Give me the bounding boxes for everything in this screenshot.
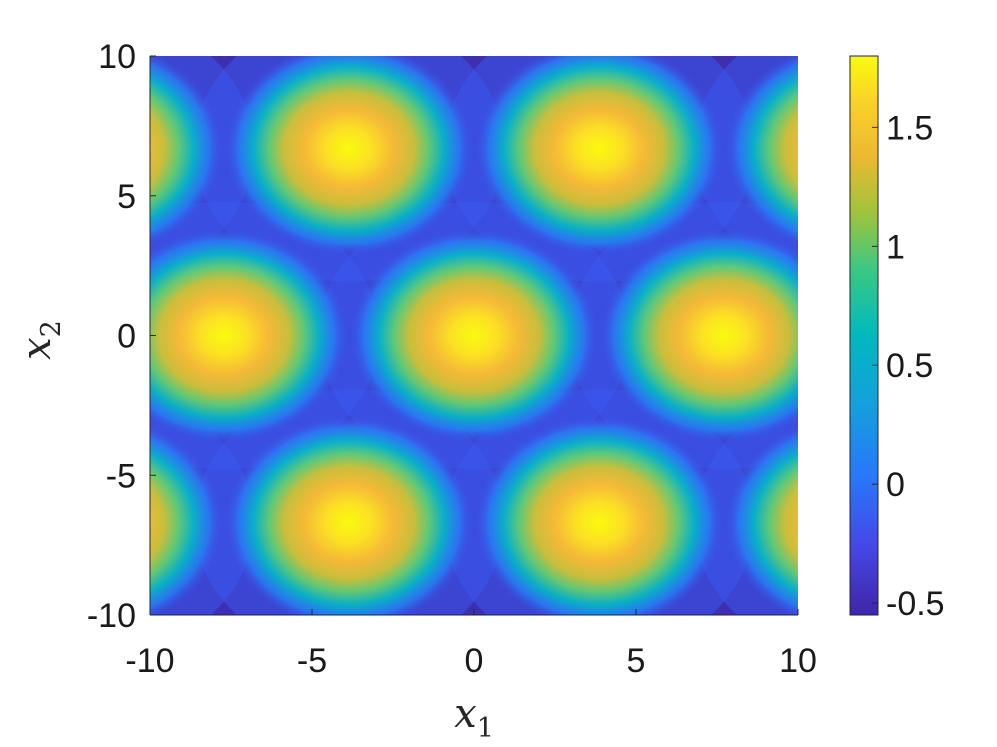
y-tick-label: 10	[98, 38, 136, 76]
heatmap-peak	[599, 227, 798, 444]
y-tick-label: 5	[117, 178, 136, 216]
y-tick-label: 0	[117, 318, 136, 356]
colorbar-tick-label: 1	[886, 228, 905, 266]
y-tick-label: -10	[87, 597, 136, 635]
colorbar-tick-label: -0.5	[886, 585, 945, 623]
colorbar-tick-label: 0.5	[886, 347, 933, 385]
heatmap-peak	[724, 56, 798, 247]
y-tick-label: -5	[106, 457, 136, 495]
heatmap-peak	[223, 56, 474, 257]
y-axis-label: x2	[14, 320, 67, 360]
x-tick-label: 5	[627, 642, 646, 680]
heatmap-peak	[223, 414, 474, 615]
heatmap-peak	[150, 227, 349, 444]
colorbar-tick-label: 1.5	[886, 109, 933, 147]
x-tick-label: 10	[779, 642, 817, 680]
heatmap-peak	[474, 414, 725, 615]
heatmap-plot-area	[150, 56, 798, 615]
x-tick-label: -10	[125, 642, 174, 680]
heatmap-peak	[348, 227, 600, 444]
colorbar-tick-label: 0	[886, 466, 905, 504]
heatmap-peak	[150, 56, 224, 247]
x-tick-label: -5	[297, 642, 327, 680]
heatmap-peak	[150, 424, 224, 615]
x-axis-label: x1	[454, 691, 494, 744]
colorbar	[849, 55, 879, 616]
heatmap-peak	[474, 56, 725, 257]
heatmap-peak	[724, 424, 798, 615]
x-tick-label: 0	[465, 642, 484, 680]
